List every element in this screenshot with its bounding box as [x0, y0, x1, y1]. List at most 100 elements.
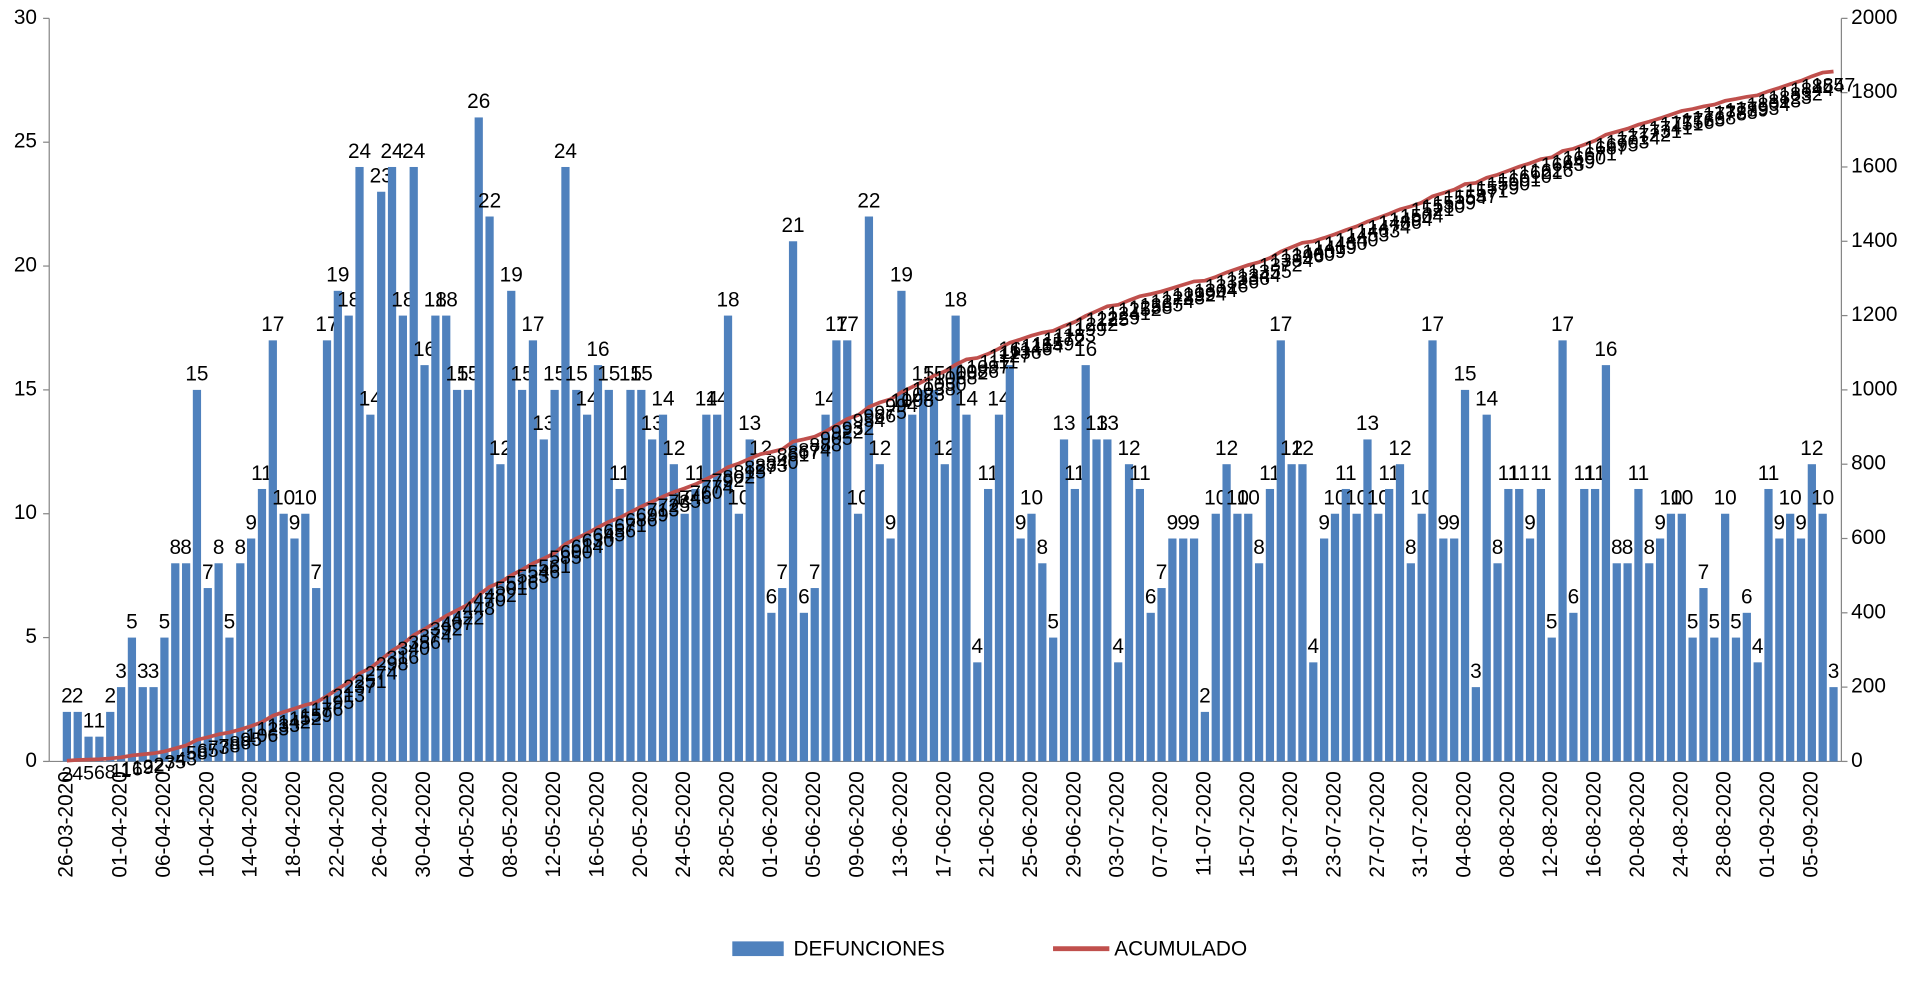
bar-value-label: 2 [72, 685, 84, 708]
line-value-label: 516 [506, 573, 539, 595]
bar-value-label: 10 [1323, 487, 1346, 510]
bar-value-label: 13 [1096, 412, 1119, 435]
bar-value-label: 8 [1253, 536, 1265, 559]
line-value-label: 686 [625, 509, 658, 531]
line-value-label: 392 [430, 619, 463, 641]
x-tick-label: 28-05-2020 [716, 771, 739, 877]
bar [1764, 488, 1773, 762]
bar [268, 340, 277, 762]
x-tick-label: 12-08-2020 [1539, 771, 1562, 877]
line-value-label: 1136 [1000, 342, 1042, 364]
bar-value-label: 11 [1259, 462, 1281, 485]
bar [1775, 538, 1784, 762]
line-value-label: 8 [105, 761, 116, 783]
line-value-label: 815 [733, 461, 766, 483]
line-value-label: 1384 [1270, 250, 1314, 272]
line-value-label: 1274 [1151, 291, 1195, 313]
bar-value-label: 16 [586, 338, 609, 361]
line-value-label: 16 [121, 758, 143, 780]
line-value-label: 501 [495, 578, 528, 600]
bar [864, 216, 874, 762]
bar [1374, 513, 1383, 762]
bar [984, 488, 993, 762]
bar [1439, 538, 1448, 762]
bar-value-label: 11 [1758, 462, 1780, 485]
bar [84, 736, 93, 762]
bar-value-label: 23 [370, 165, 393, 188]
bar-value-label: 22 [857, 189, 880, 212]
bar-value-label: 16 [998, 338, 1021, 361]
line-value-label: 1571 [1465, 181, 1509, 203]
bar-value-label: 10 [1659, 487, 1682, 510]
line-value-label: 922 [831, 422, 864, 444]
bar [648, 439, 657, 762]
bar [1515, 488, 1524, 762]
bar [680, 513, 689, 762]
bar [1146, 612, 1155, 762]
line-value-label: 1722 [1627, 125, 1671, 147]
x-tick-label: 24-08-2020 [1669, 771, 1692, 877]
bar-value-label: 13 [641, 412, 664, 435]
bar [951, 315, 960, 762]
x-tick-label: 17-06-2020 [932, 771, 955, 877]
bar [550, 389, 559, 762]
bar-value-label: 18 [716, 288, 739, 311]
bar [463, 389, 473, 762]
bar-value-label: 6 [766, 586, 778, 609]
bar-value-label: 9 [1448, 511, 1460, 534]
line-value-label: 1557 [1454, 186, 1498, 208]
x-tick-label: 03-07-2020 [1106, 771, 1129, 877]
line-value-label: 735 [668, 491, 701, 513]
x-tick-label: 30-04-2020 [412, 771, 435, 877]
bar-value-label: 5 [1709, 610, 1721, 633]
bar [1038, 563, 1047, 762]
bar-value-label: 8 [213, 536, 225, 559]
bar-value-label: 21 [781, 214, 804, 237]
bar [886, 538, 895, 762]
bar-value-label: 18 [944, 288, 967, 311]
line-value-label: 656 [603, 521, 636, 543]
bar [301, 513, 310, 762]
bar-value-label: 15 [1453, 363, 1476, 386]
x-tick-label: 22-04-2020 [325, 771, 348, 877]
bar [1287, 464, 1296, 762]
bar [1124, 464, 1134, 762]
line-value-label: 966 [863, 405, 896, 427]
bar [1504, 488, 1513, 762]
bar-value-label: 10 [1204, 487, 1227, 510]
bar-value-label: 18 [435, 288, 458, 311]
bar [387, 166, 397, 762]
bar-value-label: 10 [847, 487, 870, 510]
bar-value-label: 17 [1551, 313, 1574, 336]
y-tick-label: 30 [14, 6, 37, 29]
line-value-label: 1419 [1313, 237, 1357, 259]
bar [279, 513, 288, 762]
bar [788, 241, 798, 762]
line-value-label: 1172 [1043, 329, 1085, 351]
bar-value-label: 14 [987, 387, 1010, 410]
bar-value-label: 10 [1410, 487, 1433, 510]
line-value-label: 1326 [1216, 272, 1260, 294]
x-tick-label: 11-07-2020 [1192, 771, 1215, 876]
bar-value-label: 11 [685, 462, 707, 485]
line-value-label: 954 [853, 410, 886, 432]
bar [713, 414, 722, 762]
bar-value-label: 5 [224, 610, 236, 633]
bar-value-label: 5 [1546, 610, 1558, 633]
line-value-label: 1212 [1075, 314, 1119, 336]
bar-value-label: 10 [1020, 487, 1043, 510]
y-tick-label: 0 [25, 749, 37, 772]
bar [1493, 563, 1502, 762]
y2-tick-label: 800 [1851, 452, 1886, 475]
bar [1569, 612, 1578, 762]
bar [1027, 513, 1036, 762]
bar-value-label: 8 [180, 536, 192, 559]
line-value-label: 2 [61, 764, 72, 786]
line-value-label: 159 [300, 705, 333, 727]
bar-value-label: 2 [61, 685, 73, 708]
bar [1320, 538, 1329, 762]
bar [1179, 538, 1188, 762]
bar [1786, 513, 1795, 762]
bar-value-label: 24 [402, 140, 425, 163]
bar-value-label: 14 [1475, 387, 1498, 410]
